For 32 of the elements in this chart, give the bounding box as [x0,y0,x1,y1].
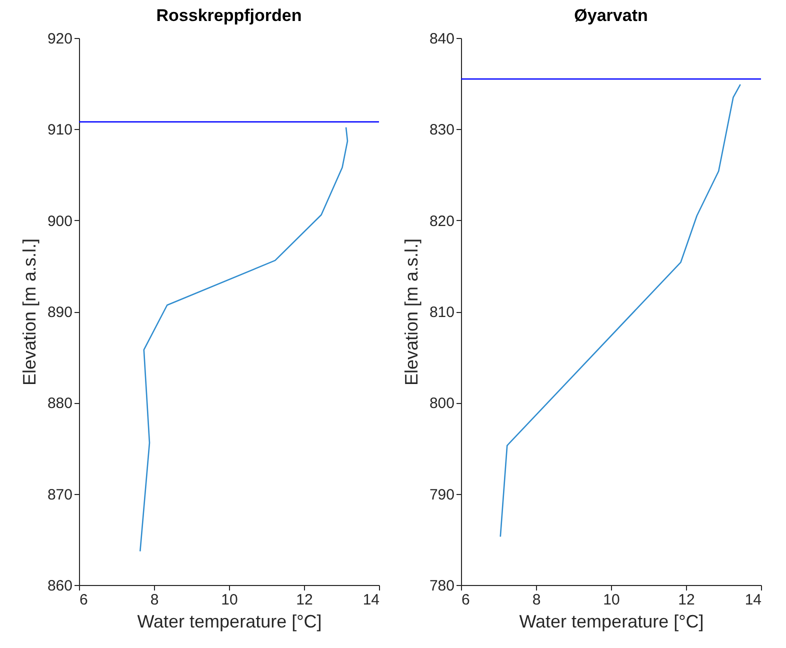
x-tick-label: 8 [532,592,541,608]
x-axis-title: Water temperature [°C] [519,612,704,632]
x-tick-label: 10 [603,592,620,608]
line-series [139,126,348,552]
x-tick-label: 8 [150,592,159,608]
y-tick-label: 900 [47,212,72,230]
y-tick-label: 860 [47,578,72,594]
y-tick-label: 830 [429,122,454,139]
y-tick-label: 790 [429,486,454,504]
y-tick-label: 920 [47,30,72,48]
y-tick-label: 820 [429,212,454,230]
y-tick-label: 890 [47,304,72,321]
x-tick-label: 10 [221,592,238,608]
y-tick-label: 870 [47,486,72,504]
x-tick-label: 6 [462,592,470,608]
y-tick-label: 910 [47,122,72,139]
y-tick-label: 800 [429,395,454,412]
y-axis-title: Elevation [m a.s.l.] [401,238,422,386]
chart-title: Øyarvatn [574,6,648,25]
y-tick-label: 880 [47,395,72,412]
x-tick-label: 12 [678,592,695,608]
line-series [500,84,742,538]
y-tick-label: 810 [429,304,454,321]
x-tick-label: 14 [744,592,762,608]
y-tick-label: 840 [429,30,454,48]
y-axis-title: Elevation [m a.s.l.] [19,238,40,386]
x-tick-label: 6 [80,592,88,608]
x-tick-label: 12 [296,592,313,608]
chart-title: Rosskreppfjorden [156,6,302,25]
x-axis-title: Water temperature [°C] [137,612,322,632]
x-tick-label: 14 [362,592,380,608]
y-tick-label: 780 [429,578,454,594]
